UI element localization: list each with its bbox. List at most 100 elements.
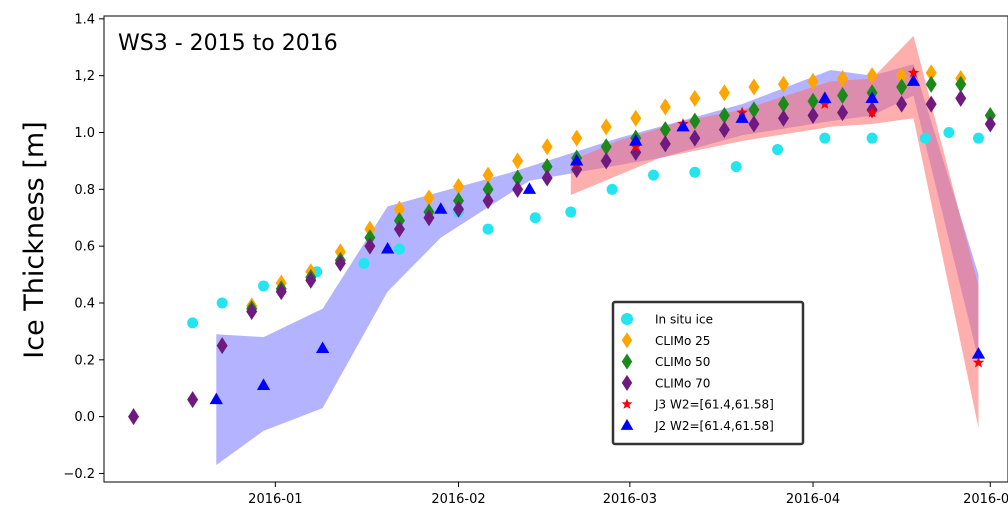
data-point	[216, 297, 228, 309]
data-point	[730, 161, 742, 173]
data-point	[689, 89, 701, 107]
data-point	[380, 242, 395, 254]
x-tick-label: 2016-03	[603, 492, 657, 507]
data-point	[565, 206, 577, 218]
data-point	[305, 271, 317, 289]
data-point	[972, 356, 985, 368]
chart-title: WS3 - 2015 to 2016	[118, 31, 338, 56]
data-point	[807, 92, 819, 110]
data-point	[393, 243, 405, 255]
y-tick-label: 0.8	[74, 183, 95, 198]
y-tick-label: 0.0	[74, 410, 95, 425]
data-point	[258, 280, 270, 292]
data-point	[748, 78, 760, 96]
data-point	[364, 220, 376, 238]
legend: In situ ice CLIMo 25 CLIMo 50 CLIMo 70 J3 W2…	[611, 300, 805, 446]
range-band-2	[570, 35, 979, 429]
x-tick-label: 2016-04	[786, 492, 840, 507]
y-tick-label: 0.4	[74, 296, 95, 311]
data-point	[837, 104, 849, 122]
data-point	[600, 152, 612, 170]
data-point	[630, 140, 642, 152]
data-point	[925, 75, 937, 93]
data-point	[925, 64, 937, 82]
data-point	[187, 391, 199, 409]
data-point	[453, 200, 465, 218]
y-tick-label: 1.0	[74, 126, 95, 141]
data-point	[718, 84, 730, 102]
y-tick-label: 0.6	[74, 240, 95, 255]
data-point	[541, 138, 553, 156]
series-2	[246, 64, 967, 315]
data-point	[777, 75, 789, 93]
data-point	[689, 112, 701, 130]
data-point	[772, 144, 784, 156]
data-point	[364, 237, 376, 255]
data-point	[364, 229, 376, 247]
x-tick-label: 2016-02	[431, 492, 485, 507]
legend-label: In situ ice	[655, 313, 713, 327]
data-point	[777, 95, 789, 113]
data-point	[689, 129, 701, 147]
data-point	[866, 67, 878, 85]
series-4	[128, 89, 996, 426]
data-point	[777, 109, 789, 127]
data-point	[128, 408, 140, 426]
data-point	[955, 89, 967, 107]
data-point	[541, 158, 553, 176]
series-6	[209, 74, 986, 405]
data-point	[955, 75, 967, 93]
data-point	[358, 257, 370, 269]
data-point	[866, 132, 878, 144]
data-point	[718, 106, 730, 124]
plot-frame	[103, 15, 1008, 483]
data-point	[818, 91, 832, 103]
data-point	[919, 132, 931, 144]
legend-label: J3 W2=[61.4,61.58]	[654, 398, 774, 412]
axis-ticks: −0.2 0.0 0.2 0.4 0.6 0.8 1.0 1,2 1.4 2016-01 2016-…	[63, 12, 1008, 507]
data-point	[971, 347, 986, 359]
y-tick-label: 1.4	[74, 12, 95, 27]
data-point	[819, 98, 831, 109]
data-point	[529, 212, 541, 224]
data-point	[984, 115, 996, 133]
data-point	[866, 106, 878, 118]
data-point	[256, 378, 271, 390]
data-point	[423, 189, 435, 207]
data-point	[482, 180, 494, 198]
data-point	[482, 192, 494, 210]
data-point	[453, 177, 465, 195]
x-tick-label: 2016-01	[248, 492, 302, 507]
data-point	[906, 74, 921, 86]
legend-label: CLIMo 25	[655, 334, 710, 348]
data-point	[570, 153, 584, 166]
data-point	[907, 66, 920, 78]
data-point	[925, 95, 937, 113]
data-series	[128, 64, 996, 426]
y-tick-label: 0.2	[74, 353, 95, 368]
x-tick-label: 2016-05	[963, 492, 1008, 507]
series-1	[187, 127, 984, 329]
data-point	[512, 152, 524, 170]
data-point	[630, 143, 642, 161]
data-point	[943, 127, 955, 138]
data-point	[972, 132, 984, 144]
data-point	[659, 135, 671, 153]
data-point	[629, 134, 643, 146]
data-point	[600, 138, 612, 156]
data-point	[606, 183, 618, 195]
data-point	[819, 132, 831, 144]
data-point	[275, 283, 287, 301]
data-point	[334, 254, 346, 272]
data-point	[423, 209, 435, 227]
data-point	[718, 121, 730, 139]
legend-marker	[621, 332, 633, 349]
data-point	[748, 101, 760, 119]
data-point	[896, 78, 908, 96]
data-point	[807, 106, 819, 124]
data-point	[659, 98, 671, 116]
legend-marker	[620, 312, 634, 326]
data-point	[522, 182, 537, 194]
data-point	[434, 202, 448, 214]
